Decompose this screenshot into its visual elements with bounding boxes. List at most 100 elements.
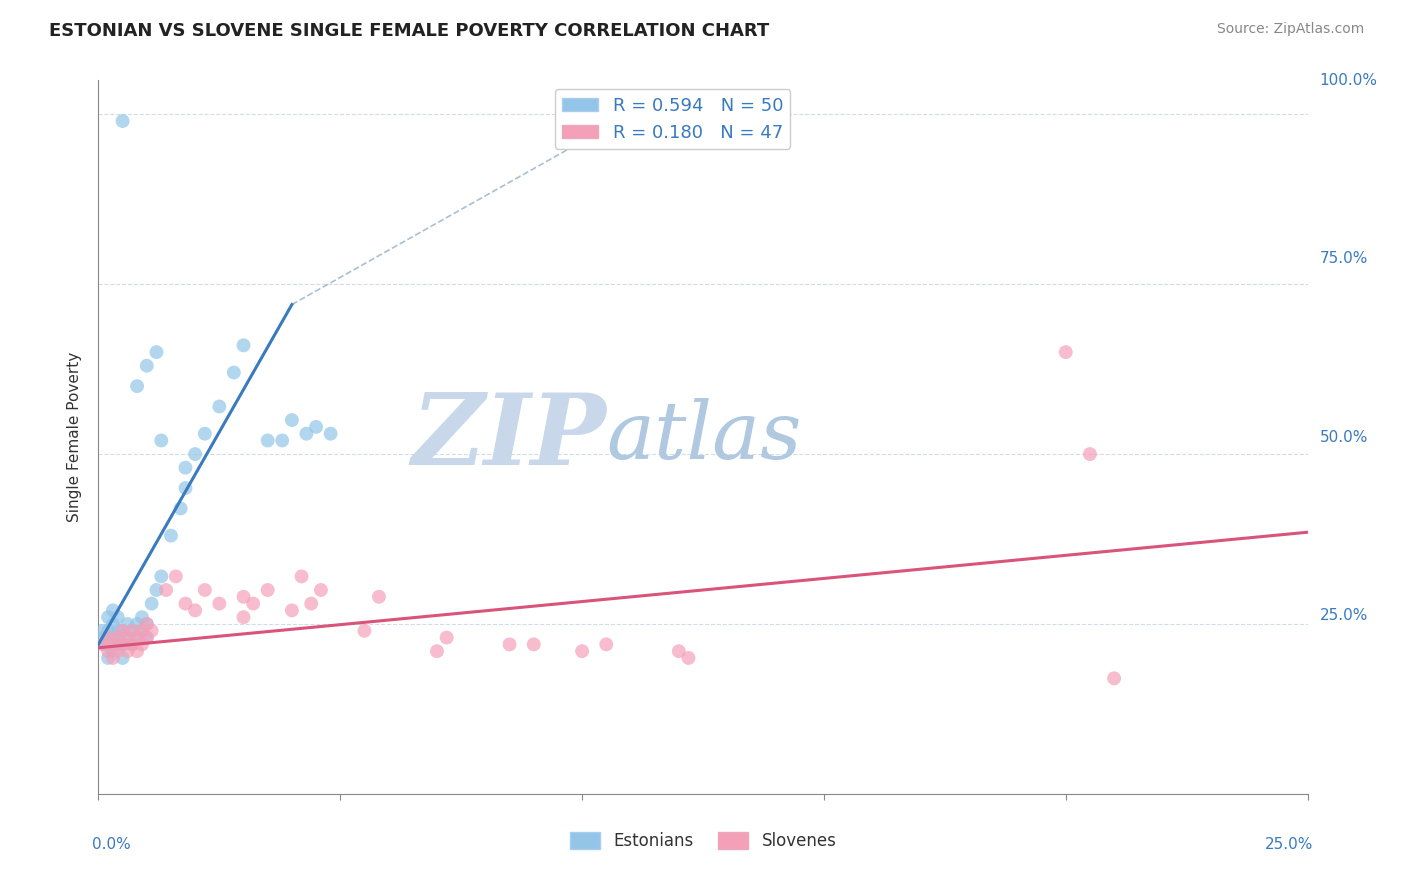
Point [91, 631, 114, 645]
Point [1054, 345, 1077, 359]
Point [121, 624, 143, 638]
Point [101, 651, 124, 665]
Point [271, 434, 294, 448]
Point [111, 624, 134, 638]
Y-axis label: Single Female Poverty: Single Female Poverty [67, 352, 83, 522]
Point [281, 413, 304, 427]
Point [101, 644, 124, 658]
Point [368, 590, 391, 604]
Point [232, 590, 254, 604]
Point [101, 637, 124, 651]
Text: 50.0%: 50.0% [1320, 430, 1368, 444]
Point [194, 582, 217, 597]
Point [290, 569, 312, 583]
Point [131, 624, 153, 638]
Point [194, 426, 217, 441]
Text: ZIP: ZIP [412, 389, 606, 485]
Point [1078, 447, 1101, 461]
Point [145, 345, 167, 359]
Point [121, 637, 143, 651]
Point [107, 631, 129, 645]
Point [97, 624, 120, 638]
Text: 75.0%: 75.0% [1320, 252, 1368, 266]
Point [107, 624, 129, 638]
Point [101, 631, 124, 645]
Point [353, 624, 375, 638]
Point [232, 610, 254, 624]
Point [155, 582, 177, 597]
Point [256, 434, 278, 448]
Point [160, 528, 183, 542]
Point [299, 597, 322, 611]
Text: 25.0%: 25.0% [1320, 608, 1368, 623]
Point [97, 631, 120, 645]
Point [111, 637, 134, 651]
Point [101, 617, 124, 632]
Point [121, 637, 143, 651]
Point [256, 582, 278, 597]
Point [135, 631, 157, 645]
Text: Source: ZipAtlas.com: Source: ZipAtlas.com [1216, 22, 1364, 37]
Point [131, 637, 153, 651]
Point [111, 651, 134, 665]
Point [523, 637, 546, 651]
Point [595, 637, 617, 651]
Point [184, 447, 207, 461]
Legend: Estonians, Slovenes: Estonians, Slovenes [562, 825, 844, 857]
Point [281, 603, 304, 617]
Point [1102, 671, 1125, 685]
Point [184, 603, 207, 617]
Text: 100.0%: 100.0% [1320, 73, 1378, 87]
Point [305, 420, 328, 434]
Point [107, 637, 129, 651]
Point [174, 460, 197, 475]
Point [208, 597, 231, 611]
Point [208, 400, 231, 414]
Point [91, 637, 114, 651]
Point [174, 597, 197, 611]
Point [135, 359, 157, 373]
Point [127, 631, 149, 645]
Point [97, 610, 120, 624]
Point [117, 617, 139, 632]
Point [121, 624, 143, 638]
Point [91, 637, 114, 651]
Point [174, 481, 197, 495]
Point [498, 637, 520, 651]
Point [127, 379, 149, 393]
Point [232, 338, 254, 352]
Point [117, 631, 139, 645]
Point [131, 624, 153, 638]
Point [91, 624, 114, 638]
Point [127, 644, 149, 658]
Point [426, 644, 449, 658]
Point [107, 644, 129, 658]
Point [117, 631, 139, 645]
Point [169, 501, 191, 516]
Point [101, 603, 124, 617]
Point [97, 651, 120, 665]
Point [135, 617, 157, 632]
Point [131, 610, 153, 624]
Text: atlas: atlas [606, 399, 801, 475]
Point [222, 366, 245, 380]
Point [111, 637, 134, 651]
Point [295, 426, 318, 441]
Point [668, 644, 690, 658]
Point [117, 644, 139, 658]
Point [436, 631, 458, 645]
Point [678, 651, 700, 665]
Point [135, 617, 157, 632]
Point [571, 644, 593, 658]
Point [165, 569, 187, 583]
Point [97, 637, 120, 651]
Point [141, 624, 163, 638]
Text: 25.0%: 25.0% [1265, 837, 1313, 852]
Text: 0.0%: 0.0% [93, 837, 131, 852]
Point [111, 114, 134, 128]
Point [97, 644, 120, 658]
Point [309, 582, 332, 597]
Point [127, 617, 149, 632]
Point [145, 582, 167, 597]
Text: ESTONIAN VS SLOVENE SINGLE FEMALE POVERTY CORRELATION CHART: ESTONIAN VS SLOVENE SINGLE FEMALE POVERT… [49, 22, 769, 40]
